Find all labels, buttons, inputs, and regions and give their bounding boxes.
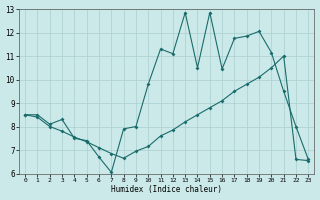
X-axis label: Humidex (Indice chaleur): Humidex (Indice chaleur) (111, 185, 222, 194)
